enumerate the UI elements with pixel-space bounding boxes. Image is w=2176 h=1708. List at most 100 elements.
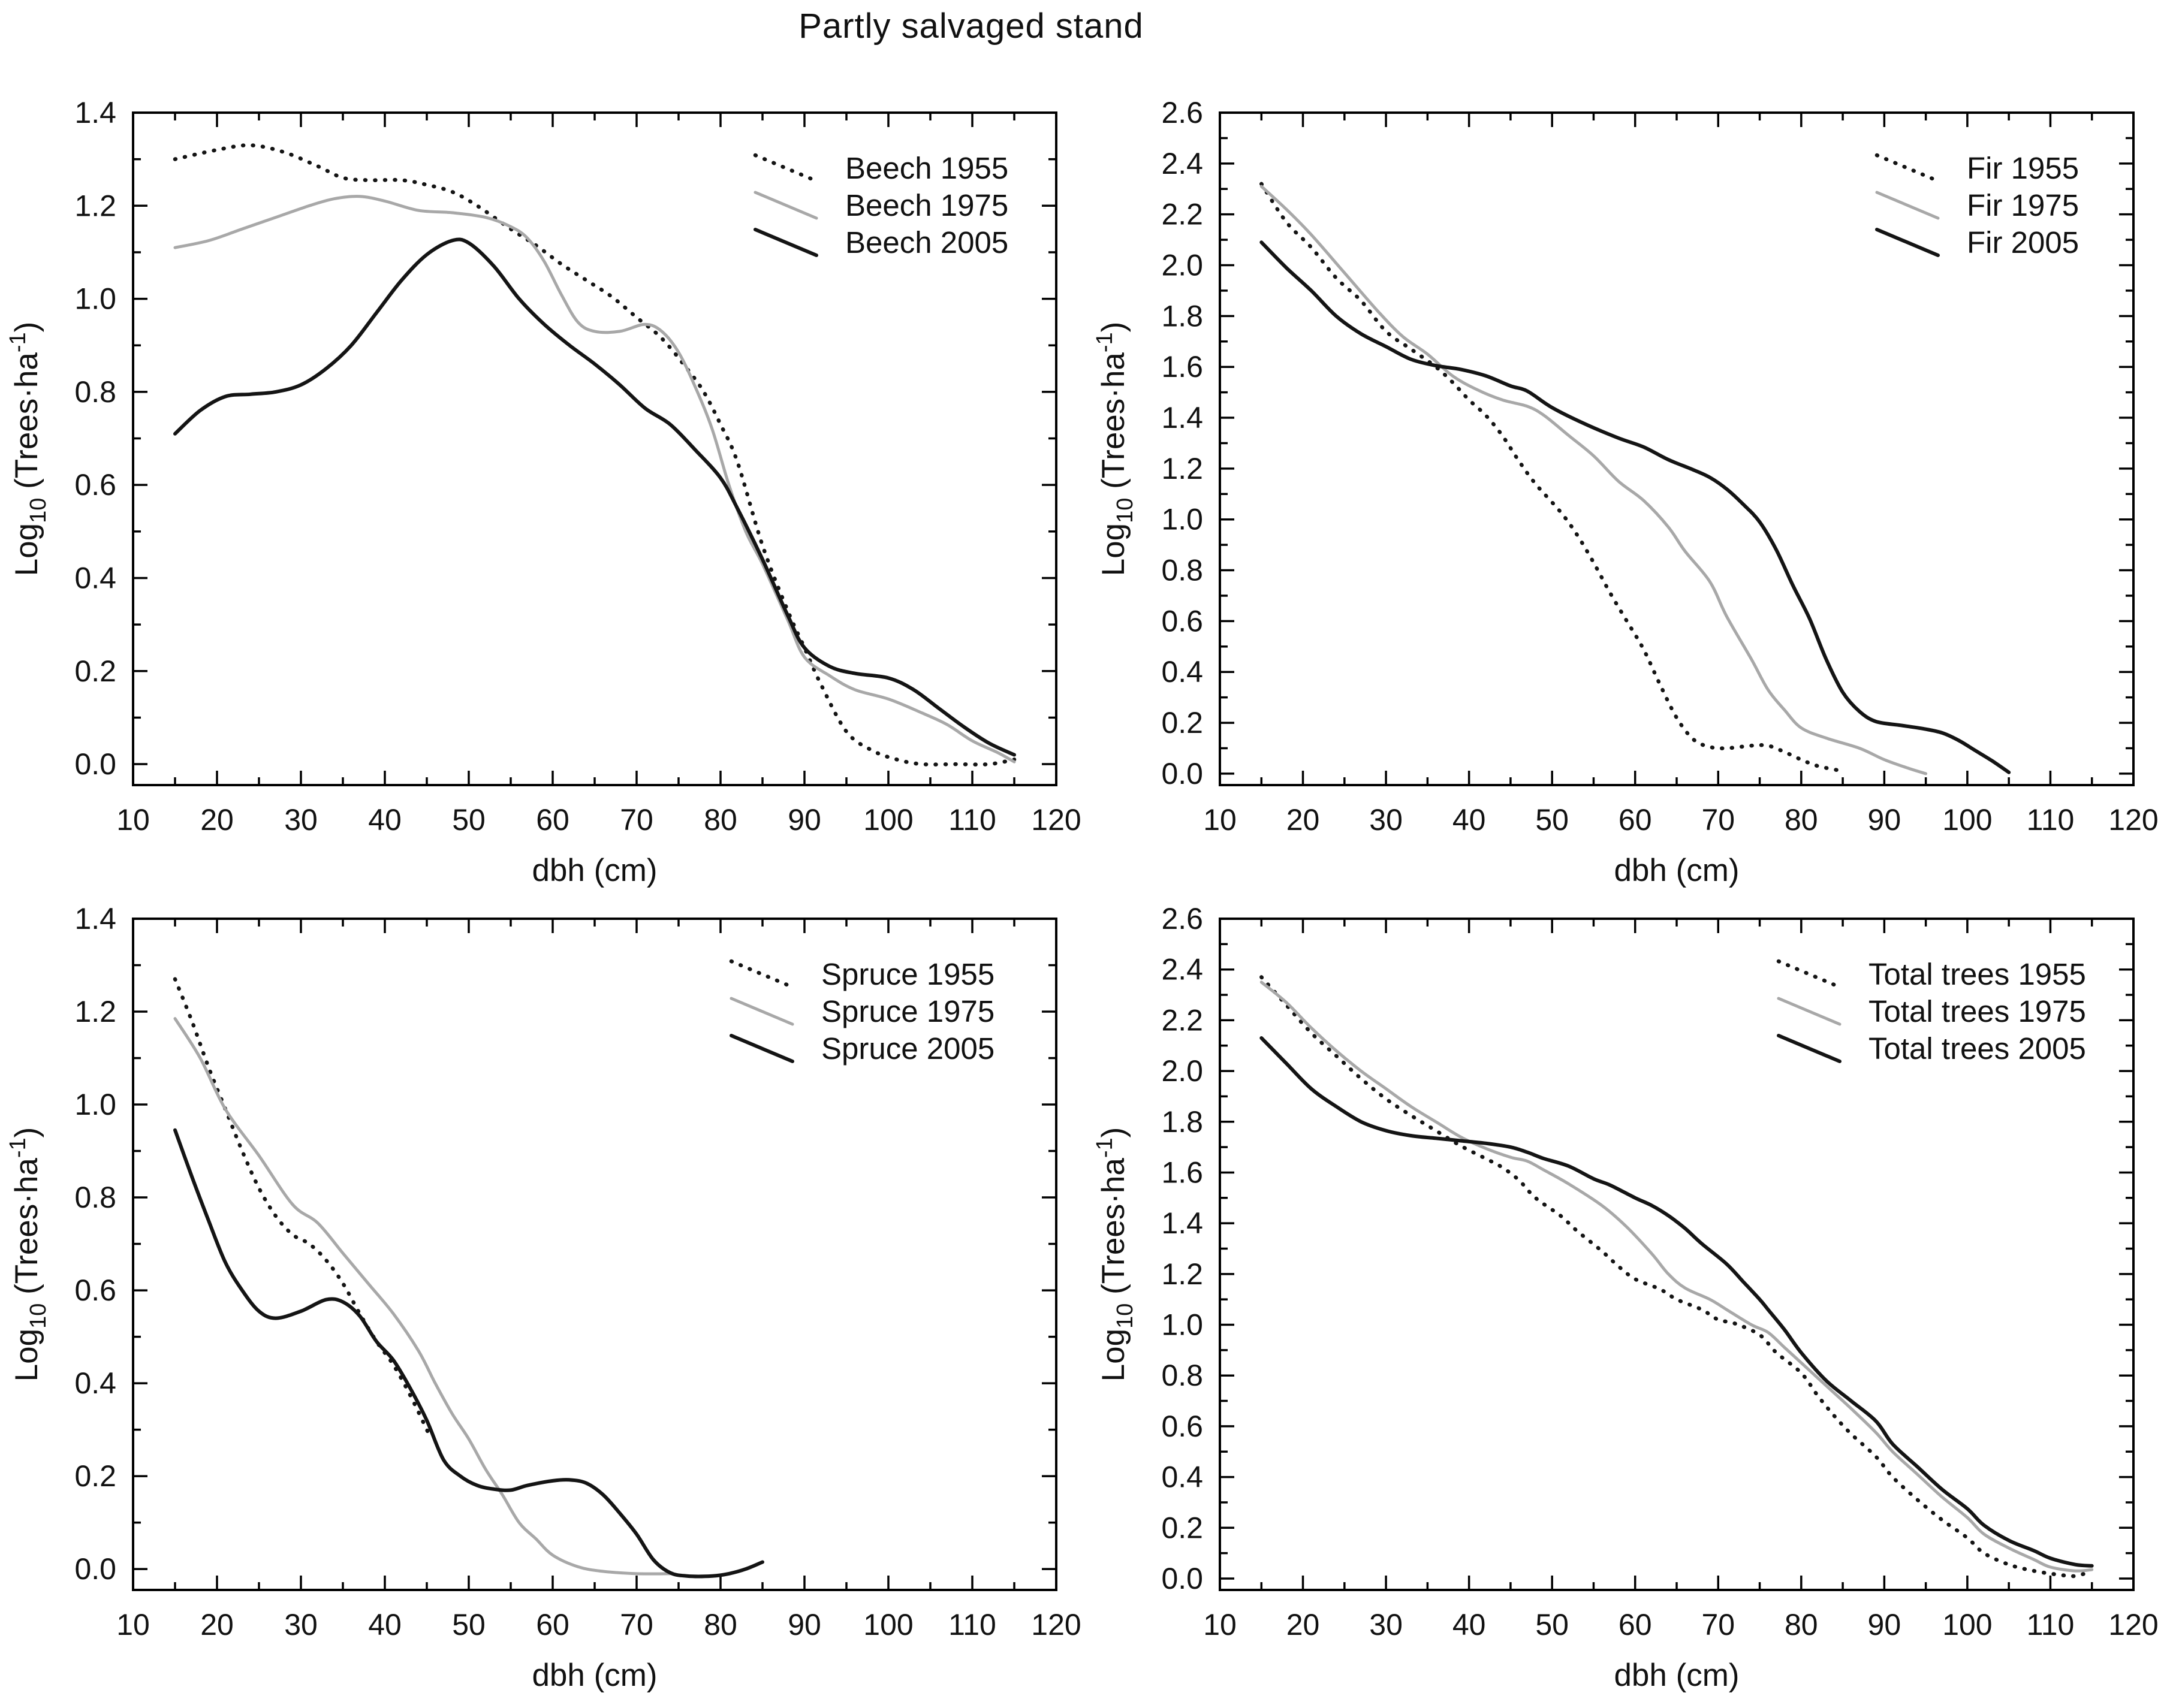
x-tick-label: 80: [1785, 1608, 1818, 1641]
x-tick-label: 70: [620, 1608, 653, 1641]
y-tick-label: 0.6: [1161, 604, 1203, 638]
x-tick-label: 60: [536, 803, 569, 837]
y-tick-label: 0.8: [74, 375, 116, 409]
y-tick-label: 1.0: [74, 1088, 116, 1121]
legend-label: Total trees 2005: [1868, 1031, 2086, 1066]
x-tick-label: 10: [1203, 803, 1237, 837]
x-tick-label: 100: [863, 1608, 913, 1641]
x-tick-label: 10: [116, 803, 150, 837]
x-tick-label: 100: [863, 803, 913, 837]
y-tick-label: 0.2: [74, 654, 116, 688]
legend-label: Beech 2005: [845, 225, 1008, 259]
legend-label: Beech 1955: [845, 151, 1008, 185]
legend-label: Spruce 2005: [821, 1031, 994, 1066]
x-tick-label: 50: [1535, 803, 1569, 837]
y-tick-label: 0.4: [74, 561, 116, 595]
y-tick-label: 0.2: [1161, 1511, 1203, 1544]
y-tick-label: 1.2: [1161, 1257, 1203, 1291]
y-tick-label: 0.0: [74, 747, 116, 781]
x-tick-label: 60: [1619, 803, 1652, 837]
y-tick-label: 0.8: [74, 1181, 116, 1214]
y-tick-label: 0.0: [1161, 757, 1203, 790]
y-tick-label: 0.6: [1161, 1410, 1203, 1443]
series-line-fir-1955: [1259, 182, 1845, 773]
tick-labels: 10 20 30 40 50 60 70 80 90 100 110 120 0.0 0.2 0.4 0.6 0…: [1161, 96, 2158, 837]
x-tick-label: 120: [2108, 1608, 2158, 1641]
x-tick-label: 90: [788, 1608, 821, 1641]
y-tick-label: 1.2: [74, 995, 116, 1028]
legend-sample-solid-black: [1777, 1034, 1842, 1063]
y-tick-label: 1.2: [74, 189, 116, 222]
legend-sample-dotted-black: [753, 153, 819, 183]
x-tick-label: 60: [536, 1608, 569, 1641]
series-line-beech-2005: [173, 237, 1016, 757]
legend-label: Fir 1975: [1967, 188, 2079, 222]
x-tick-label: 120: [1031, 803, 1081, 837]
y-tick-label: 0.4: [1161, 1460, 1203, 1494]
legend-sample-solid-gray: [1777, 997, 1842, 1026]
x-axis-label: dbh (cm): [532, 853, 657, 888]
x-tick-label: 40: [1452, 803, 1486, 837]
legend-sample-solid-black: [754, 228, 818, 257]
legend-label: Total trees 1975: [1868, 994, 2086, 1028]
legend-sample-solid-gray: [1875, 191, 1940, 220]
x-tick-label: 20: [200, 1608, 234, 1641]
figure-title: Partly salvaged stand: [798, 7, 1144, 46]
ticks: [1219, 918, 2135, 1590]
x-tick-label: 110: [948, 803, 996, 837]
x-tick-label: 100: [1942, 803, 1992, 837]
legend-sample-solid-black: [730, 1034, 794, 1063]
series-line-spruce-1955: [173, 977, 433, 1441]
y-tick-label: 1.8: [1161, 1105, 1203, 1139]
y-tick-label: 2.4: [1161, 147, 1203, 180]
legend-sample-dotted-black: [1874, 153, 1940, 183]
legend-label: Fir 2005: [1967, 225, 2079, 259]
y-tick-label: 0.8: [1161, 554, 1203, 587]
x-tick-label: 100: [1942, 1608, 1992, 1641]
x-tick-label: 50: [452, 803, 486, 837]
y-tick-label: 1.4: [74, 96, 116, 129]
y-tick-label: 1.6: [1161, 350, 1203, 384]
y-tick-label: 1.0: [1161, 503, 1203, 536]
ticks: [132, 111, 1057, 785]
legend-sample-dotted-black: [1776, 959, 1842, 989]
x-tick-label: 110: [2027, 1608, 2075, 1641]
x-tick-label: 30: [284, 1608, 318, 1641]
x-tick-label: 80: [1785, 803, 1818, 837]
tick-labels: 10 20 30 40 50 60 70 80 90 100 110 120 0.0 0.2 0.4 0.6 0…: [74, 96, 1081, 837]
x-axis-label: dbh (cm): [1614, 853, 1739, 888]
x-tick-label: 50: [452, 1608, 486, 1641]
y-tick-label: 2.6: [1161, 96, 1203, 129]
y-tick-label: 2.2: [1161, 198, 1203, 231]
legend-label: Fir 1955: [1967, 151, 2079, 185]
y-tick-label: 0.6: [74, 1274, 116, 1307]
y-tick-label: 1.4: [1161, 401, 1203, 434]
y-tick-label: 1.6: [1161, 1155, 1203, 1189]
x-tick-label: 10: [116, 1608, 150, 1641]
x-tick-label: 40: [368, 803, 402, 837]
y-tick-label: 2.4: [1161, 953, 1203, 986]
x-tick-label: 20: [1286, 1608, 1320, 1641]
legend-label: Beech 1975: [845, 188, 1008, 222]
ticks: [132, 918, 1057, 1590]
y-axis-label: Log10 (Trees·ha-1): [1092, 322, 1138, 577]
tick-labels: 10 20 30 40 50 60 70 80 90 100 110 120 0.0 0.2 0.4 0.6 0…: [1161, 902, 2158, 1641]
x-tick-label: 20: [1286, 803, 1320, 837]
x-tick-label: 70: [1701, 803, 1735, 837]
y-tick-label: 0.2: [1161, 706, 1203, 740]
y-tick-label: 0.6: [74, 468, 116, 502]
y-tick-label: 2.6: [1161, 902, 1203, 936]
x-tick-label: 90: [1868, 1608, 1901, 1641]
legend-sample-dotted-black: [729, 959, 795, 989]
y-tick-label: 0.2: [74, 1459, 116, 1493]
tick-labels: 10 20 30 40 50 60 70 80 90 100 110 120 0.0 0.2 0.4 0.6 0…: [74, 902, 1081, 1641]
y-tick-label: 1.2: [1161, 452, 1203, 485]
